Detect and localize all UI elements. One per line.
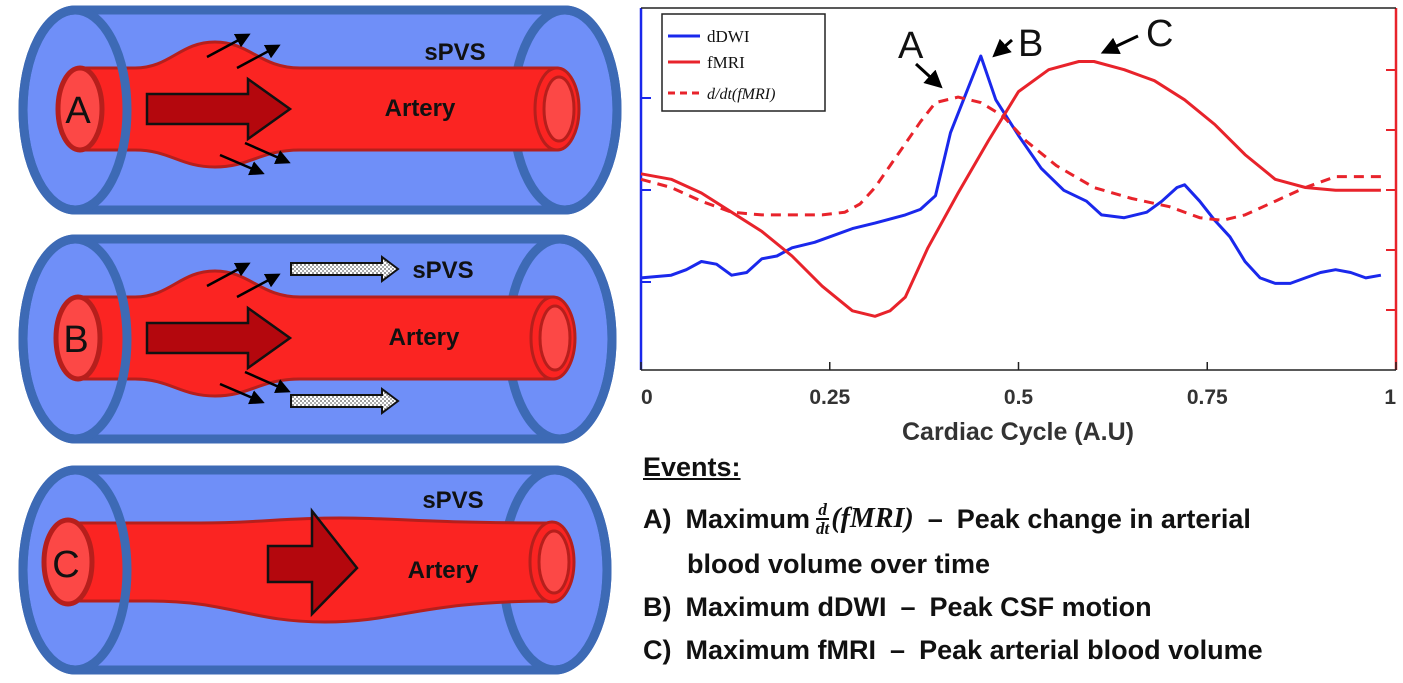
event-a-prefix: A): [643, 503, 672, 534]
legend: dDWI fMRI d/dt(fMRI): [661, 13, 826, 112]
artery-label: Artery: [408, 557, 479, 584]
right-ticks: [1386, 69, 1396, 311]
expansion-arrow: [236, 44, 281, 70]
artery-lumen: [41, 517, 95, 607]
artery-end-inner: [538, 304, 572, 372]
event-b: B) Maximum dDWI – Peak CSF motion: [643, 592, 1383, 623]
annotations: A B C: [898, 13, 1173, 89]
event-a: A) Maximum d dt (fMRI) – Peak change in …: [643, 501, 1383, 537]
fraction-denominator: dt: [816, 519, 830, 538]
artery-lumen: [53, 294, 103, 382]
legend-label-fmri: fMRI: [707, 53, 745, 72]
artery-label: Artery: [389, 324, 460, 351]
annotation-c: C: [1146, 13, 1173, 55]
event-b-lead: Maximum dDWI: [685, 592, 887, 622]
event-a-dash: –: [927, 503, 943, 534]
event-b-prefix: B): [643, 592, 672, 622]
event-a-term: (fMRI): [831, 503, 914, 534]
x-axis-label: Cardiac Cycle (A.U): [902, 418, 1134, 446]
annotation-b: B: [1018, 23, 1043, 65]
event-c-text: Peak arterial blood volume: [919, 635, 1263, 665]
pvs-near-rim: [18, 5, 132, 215]
event-c: C) Maximum fMRI – Peak arterial blood vo…: [643, 635, 1383, 666]
panel-letter: C: [52, 544, 79, 586]
csf-flow-arrow: [290, 255, 400, 283]
events-heading: Events:: [643, 452, 741, 482]
x-tick-label: 0.25: [809, 386, 850, 409]
left-ticks: [641, 97, 651, 283]
annotation-c-arrow: [1100, 34, 1139, 55]
panel-b: B sPVS Artery: [18, 234, 617, 444]
event-a-word: Maximum: [685, 503, 811, 534]
annotation-a: A: [898, 25, 924, 67]
spvs-label: sPVS: [412, 257, 473, 284]
series-group: [640, 54, 1382, 318]
x-tick-label: 0: [641, 386, 653, 409]
artery-end-inner: [542, 75, 576, 143]
x-tick-label: 0.75: [1187, 386, 1228, 409]
legend-label-deriv: d/dt(fMRI): [707, 86, 775, 103]
event-a-continued: blood volume over time: [643, 549, 1383, 580]
x-tick-label: 0.5: [1004, 386, 1034, 409]
panel-c: C sPVS Artery: [18, 465, 612, 675]
artery-end-inner: [537, 529, 571, 595]
expansion-arrow: [244, 370, 291, 394]
series-line-1: [640, 54, 1382, 285]
spvs-label: sPVS: [424, 39, 485, 66]
event-c-prefix: C): [643, 635, 672, 665]
panel-letter: B: [63, 319, 88, 361]
x-tick-label: 1: [1384, 386, 1396, 409]
pvs-near-rim: [18, 465, 132, 675]
derivative-fraction: d dt: [816, 501, 829, 537]
event-c-lead: Maximum fMRI: [685, 635, 877, 665]
expansion-arrow: [219, 153, 265, 176]
legend-label-ddwi: dDWI: [707, 27, 750, 46]
artery-lumen: [55, 65, 105, 153]
chart: 0 0.25 0.5 0.75 1 dDWI fMRI d/dt(fMRI) A B C…: [639, 7, 1398, 446]
expansion-arrow: [206, 262, 251, 288]
x-ticks: 0 0.25 0.5 0.75 1: [640, 362, 1397, 409]
spvs-label: sPVS: [422, 487, 483, 514]
expansion-arrow: [244, 141, 291, 165]
event-a-text-1: Peak change in arterial: [956, 503, 1251, 534]
panel-a: A sPVS Artery: [18, 5, 622, 215]
expansion-arrow: [219, 382, 265, 405]
event-c-dash: –: [890, 635, 906, 665]
expansion-arrow: [206, 33, 251, 59]
flow-arrow: [145, 76, 293, 142]
pvs-near-rim: [18, 234, 132, 444]
events-panel: Events: A) Maximum d dt (fMRI) – Peak ch…: [643, 452, 1383, 666]
fraction-numerator: d: [816, 500, 829, 520]
series-line-3: [640, 95, 1381, 222]
csf-flow-arrow: [290, 387, 400, 415]
event-a-text-2: blood volume over time: [687, 549, 991, 579]
expansion-arrow: [236, 273, 281, 299]
annotation-a-arrow: [914, 62, 943, 89]
panel-letter: A: [65, 90, 91, 132]
annotation-b-arrow: [992, 38, 1013, 58]
flow-arrow: [266, 507, 359, 618]
event-b-text: Peak CSF motion: [929, 592, 1152, 622]
event-b-dash: –: [900, 592, 916, 622]
flow-arrow: [145, 305, 293, 371]
artery-label: Artery: [385, 95, 456, 122]
